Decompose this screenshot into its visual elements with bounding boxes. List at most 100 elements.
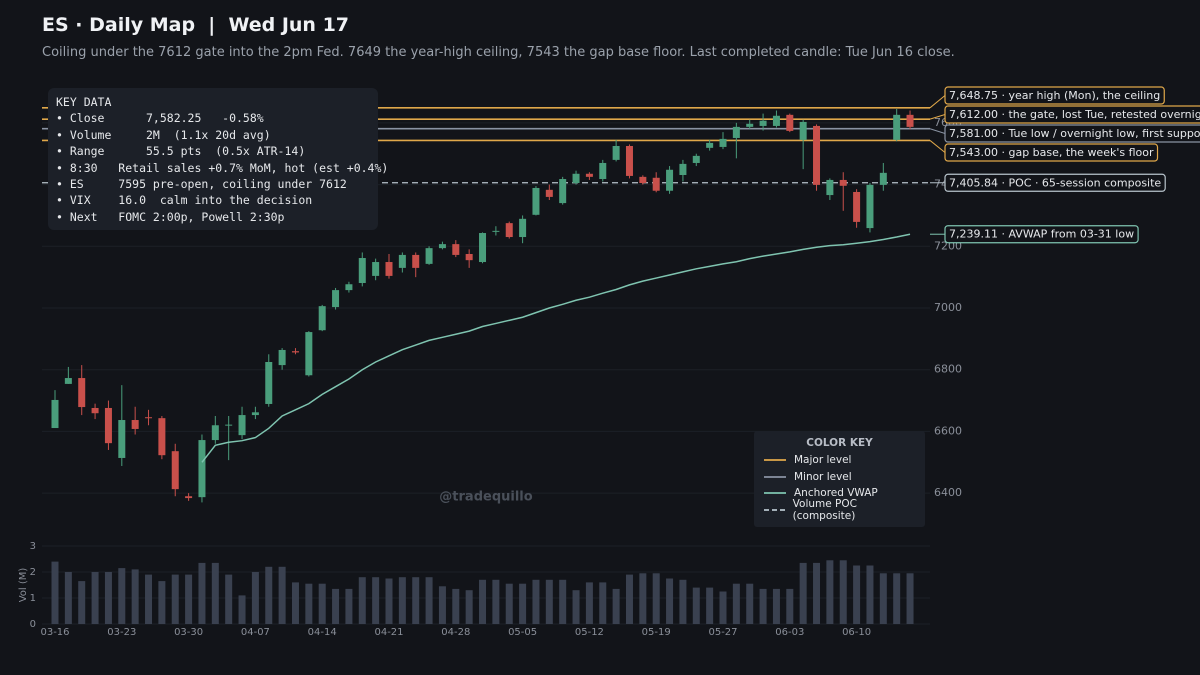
candle-body bbox=[438, 244, 446, 249]
callout-label: 7,612.00 · the gate, lost Tue, retested … bbox=[949, 108, 1200, 121]
volume-bar bbox=[719, 591, 727, 624]
candle-body bbox=[585, 173, 593, 177]
volume-bar bbox=[251, 572, 259, 624]
volume-bar bbox=[398, 577, 406, 624]
y-tick-label: 6600 bbox=[934, 424, 962, 437]
volume-bar bbox=[732, 583, 740, 624]
candle-body bbox=[505, 223, 513, 238]
volume-bar bbox=[358, 577, 366, 624]
legend-swatch bbox=[764, 492, 786, 495]
callout-label: 7,239.11 · AVWAP from 03-31 low bbox=[949, 228, 1134, 241]
volume-bar bbox=[198, 562, 206, 624]
volume-bar bbox=[305, 583, 313, 624]
legend-label: Anchored VWAP bbox=[794, 487, 878, 500]
x-tick-label: 05-19 bbox=[642, 627, 671, 638]
candle-body bbox=[211, 425, 219, 441]
candle-body bbox=[345, 284, 353, 291]
candle-body bbox=[639, 176, 647, 184]
candle-body bbox=[519, 218, 527, 238]
callout-connector bbox=[929, 114, 946, 120]
candle-body bbox=[372, 262, 380, 276]
subtitle: Coiling under the 7612 gate into the 2pm… bbox=[42, 45, 955, 60]
candle-body bbox=[492, 230, 500, 232]
key-data-row: • ES 7595 pre-open, coiling under 7612 bbox=[56, 177, 347, 192]
volume-bar bbox=[746, 583, 754, 624]
callout-connector bbox=[929, 140, 946, 153]
volume-bar bbox=[131, 569, 139, 624]
x-tick-label: 06-10 bbox=[842, 627, 871, 638]
candle-body bbox=[799, 121, 807, 140]
candle-body bbox=[91, 407, 99, 414]
candle-body bbox=[465, 254, 473, 261]
candle-body bbox=[479, 233, 487, 263]
volume-bar bbox=[318, 583, 326, 624]
candle-body bbox=[679, 163, 687, 176]
volume-bar bbox=[612, 588, 620, 624]
volume-bar bbox=[572, 590, 580, 624]
volume-bar bbox=[759, 588, 767, 624]
candle-body bbox=[746, 123, 754, 127]
legend-swatch bbox=[764, 459, 786, 462]
volume-bar bbox=[666, 578, 674, 624]
candle-body bbox=[332, 290, 340, 308]
callout-connector bbox=[929, 95, 946, 109]
volume-bar bbox=[692, 587, 700, 624]
candle-body bbox=[545, 189, 553, 197]
volume-bar bbox=[385, 578, 393, 624]
volume-bar bbox=[826, 560, 834, 624]
candle-body bbox=[599, 162, 607, 180]
key-data-row: • VIX 16.0 calm into the decision bbox=[56, 193, 313, 208]
candle-body bbox=[78, 378, 86, 408]
callout-label: 7,405.84 · POC · 65-session composite bbox=[949, 176, 1161, 189]
candle-body bbox=[318, 306, 326, 331]
volume-bar bbox=[519, 583, 527, 624]
volume-bar bbox=[639, 573, 647, 624]
candle-body bbox=[666, 169, 674, 191]
volume-bar bbox=[505, 583, 513, 624]
volume-bar bbox=[786, 588, 794, 624]
legend-label: Minor level bbox=[794, 470, 852, 483]
volume-bar bbox=[706, 587, 714, 624]
volume-bar bbox=[238, 595, 246, 624]
candle-body bbox=[118, 420, 126, 458]
legend-entry: Volume POC (composite) bbox=[764, 498, 915, 522]
volume-bar bbox=[345, 588, 353, 624]
x-tick-label: 04-21 bbox=[374, 627, 403, 638]
volume-bar bbox=[893, 573, 901, 624]
callout-box bbox=[944, 105, 1200, 124]
key-data-row: • Range 55.5 pts (0.5x ATR-14) bbox=[56, 144, 306, 159]
volume-bar bbox=[91, 572, 99, 624]
volume-bar bbox=[225, 574, 233, 624]
volume-bar bbox=[532, 579, 540, 624]
candle-body bbox=[572, 173, 580, 184]
x-tick-label: 04-14 bbox=[308, 627, 337, 638]
candle-body bbox=[625, 146, 633, 176]
callout-label: 7,543.00 · gap base, the week's floor bbox=[949, 146, 1154, 159]
volume-bar bbox=[372, 577, 380, 624]
volume-bar bbox=[291, 582, 299, 624]
volume-bar bbox=[625, 574, 633, 624]
volume-bar bbox=[425, 577, 433, 624]
volume-bar bbox=[438, 586, 446, 624]
x-tick-label: 06-03 bbox=[775, 627, 804, 638]
candle-body bbox=[171, 451, 179, 490]
candle-body bbox=[559, 179, 567, 204]
legend-entry: Anchored VWAP bbox=[764, 485, 915, 502]
candle-body bbox=[158, 418, 166, 456]
callout-box bbox=[944, 86, 1165, 105]
legend-entry: Minor level bbox=[764, 469, 915, 486]
volume-bar bbox=[51, 561, 59, 624]
volume-bar bbox=[585, 582, 593, 624]
legend: COLOR KEY Major level Minor level Anchored … bbox=[754, 431, 925, 527]
candle-body bbox=[291, 351, 299, 353]
volume-bar bbox=[559, 579, 567, 624]
callout-box bbox=[944, 143, 1159, 162]
candle-body bbox=[652, 177, 660, 191]
y-tick-label: 2 bbox=[30, 567, 36, 578]
candle-body bbox=[198, 440, 206, 498]
volume-bar bbox=[278, 566, 286, 624]
candle-body bbox=[425, 248, 433, 264]
candle-body bbox=[853, 191, 861, 222]
x-tick-label: 04-28 bbox=[441, 627, 470, 638]
